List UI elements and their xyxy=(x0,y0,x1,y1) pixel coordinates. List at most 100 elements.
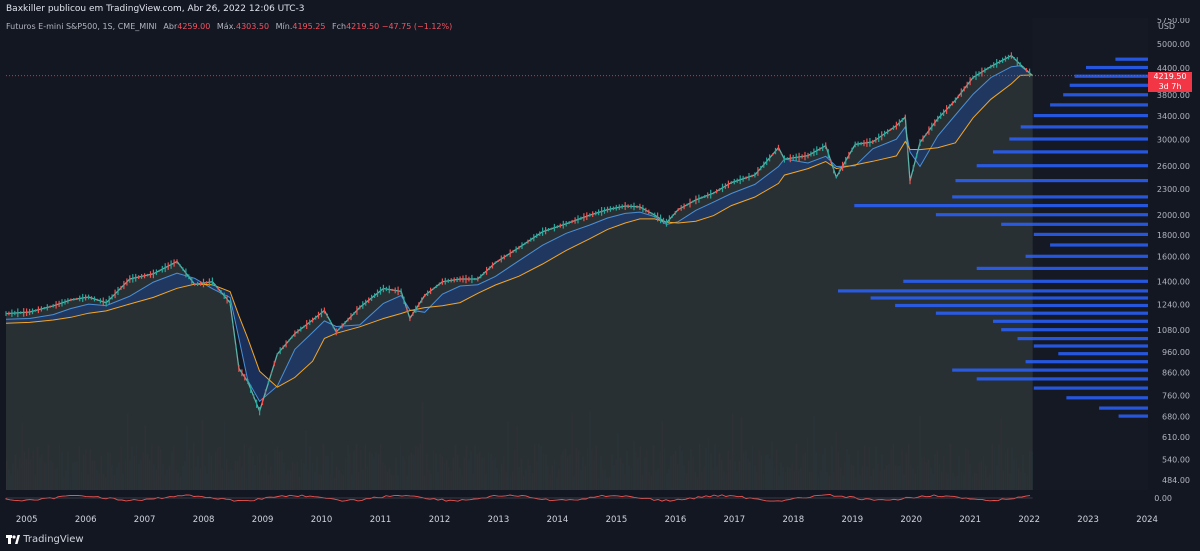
price-candle xyxy=(683,203,685,210)
price-candle xyxy=(1013,57,1015,60)
price-candle xyxy=(713,191,715,195)
price-candle xyxy=(64,299,66,305)
price-candle xyxy=(648,209,650,214)
price-candle xyxy=(205,281,208,284)
price-candle xyxy=(671,214,673,218)
price-candle xyxy=(49,305,51,308)
price-candle xyxy=(550,227,553,230)
price-candle xyxy=(780,152,782,155)
price-candle xyxy=(786,157,788,160)
price-candle xyxy=(657,212,659,222)
price-candle xyxy=(798,152,800,161)
price-candle xyxy=(300,326,302,332)
profile-bar xyxy=(952,368,1148,372)
price-candle xyxy=(807,152,809,159)
price-candle xyxy=(397,286,399,296)
price-candle xyxy=(105,299,107,307)
price-candle xyxy=(253,394,255,399)
price-candle xyxy=(689,198,691,208)
price-candle xyxy=(559,223,561,228)
ma-fast-line xyxy=(5,65,1034,403)
price-candle xyxy=(297,329,299,334)
price-candle xyxy=(878,133,880,142)
price-candle xyxy=(23,308,25,317)
oscillator-line xyxy=(5,494,1031,502)
price-candle xyxy=(512,249,514,253)
price-candle xyxy=(356,306,358,315)
price-candle xyxy=(288,339,290,342)
price-candle xyxy=(651,212,653,215)
price-candle xyxy=(751,174,753,178)
price-candle xyxy=(90,296,93,300)
price-candle xyxy=(963,86,965,92)
price-candle xyxy=(760,165,762,171)
price-candle xyxy=(459,276,461,282)
price-candle xyxy=(660,214,662,224)
price-candle xyxy=(816,146,818,155)
profile-bar xyxy=(1050,243,1148,247)
price-candle xyxy=(636,205,638,209)
price-candle xyxy=(453,277,455,283)
price-candle xyxy=(58,300,60,307)
price-candle xyxy=(326,313,328,318)
price-candle xyxy=(5,311,7,316)
price-candle xyxy=(627,204,629,208)
price-candle xyxy=(721,183,724,193)
price-candle xyxy=(769,154,771,162)
price-candle xyxy=(757,167,759,176)
price-candle xyxy=(276,353,278,356)
brand-name[interactable]: TradingView xyxy=(23,534,84,545)
price-candle xyxy=(34,309,37,312)
price-candle xyxy=(323,307,325,314)
price-candle xyxy=(754,172,756,178)
price-candle xyxy=(789,154,791,163)
price-candle xyxy=(904,114,906,120)
symbol-name[interactable]: Futuros E-mini S&P500, 1S, CME_MINI xyxy=(6,22,157,31)
price-candle xyxy=(521,242,523,249)
price-candle xyxy=(875,137,877,143)
price-candle xyxy=(497,259,499,262)
profile-bar xyxy=(1069,83,1148,87)
price-candle xyxy=(509,249,511,258)
price-candle xyxy=(76,297,78,300)
price-candle xyxy=(315,315,317,320)
price-candle xyxy=(978,71,980,77)
price-candle xyxy=(93,296,96,302)
price-candle xyxy=(618,204,620,210)
price-candle xyxy=(819,147,821,151)
price-candle xyxy=(822,143,824,152)
price-candle xyxy=(887,129,889,135)
price-candle xyxy=(748,173,750,181)
price-candle xyxy=(102,297,104,307)
price-candle xyxy=(553,223,555,232)
price-candle xyxy=(577,215,579,224)
price-candle xyxy=(674,211,676,215)
price-candle xyxy=(830,159,832,164)
price-candle xyxy=(854,141,856,148)
price-candle xyxy=(480,274,482,279)
profile-bar xyxy=(895,303,1148,308)
price-candle xyxy=(860,141,862,146)
x-tick-label: 2014 xyxy=(547,515,569,525)
price-candle xyxy=(149,271,152,278)
bar-countdown: 3d 7h xyxy=(1158,82,1182,91)
price-candle xyxy=(996,59,998,68)
price-candle xyxy=(202,278,205,288)
publisher-text: Baxkiller publicou em TradingView.com, A… xyxy=(6,4,305,14)
price-candle xyxy=(601,207,603,216)
price-candle xyxy=(662,217,665,224)
price-candle xyxy=(96,298,98,301)
profile-bar xyxy=(854,204,1148,208)
price-candle xyxy=(488,266,491,270)
price-candle xyxy=(317,311,320,319)
price-candle xyxy=(909,178,911,185)
price-candle xyxy=(835,176,837,179)
price-candle xyxy=(167,262,169,270)
price-candle xyxy=(73,298,75,301)
tradingview-logo-icon[interactable] xyxy=(6,528,20,551)
price-candle xyxy=(241,369,243,377)
y-tick-label: 2300.00 xyxy=(1157,185,1190,194)
profile-bar xyxy=(1063,93,1148,97)
price-candle xyxy=(67,298,69,304)
